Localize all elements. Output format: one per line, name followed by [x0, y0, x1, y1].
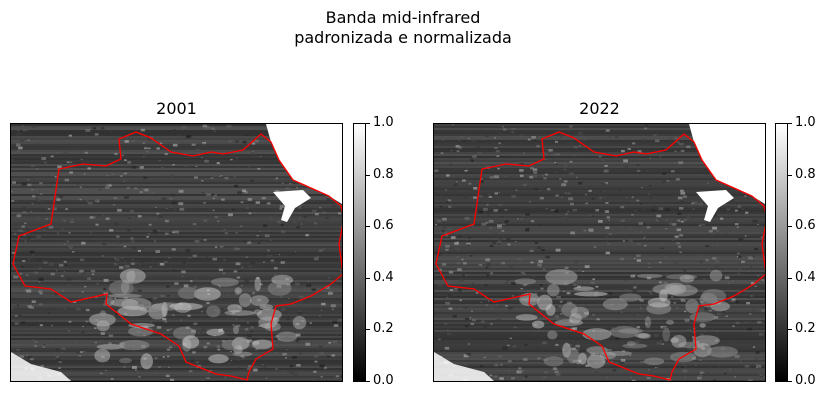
colorbar-tick-label: 0.8 — [795, 167, 816, 182]
colorbar-tick-label: 1.0 — [795, 115, 816, 130]
colorbar-tick — [788, 175, 792, 176]
colorbar-tick-label: 0.4 — [373, 270, 394, 285]
colorbar-tick-label: 0.6 — [795, 218, 816, 233]
colorbar-tick — [366, 175, 370, 176]
colorbar-tick — [366, 226, 370, 227]
colorbar-tick-label: 1.0 — [373, 115, 394, 130]
colorbar-tick-label: 0.6 — [373, 218, 394, 233]
colorbar-2022 — [775, 123, 788, 382]
colorbar-tick-label: 0.2 — [373, 321, 394, 336]
figure-title: Banda mid-infrared padronizada e normali… — [0, 8, 806, 48]
colorbar-tick — [788, 226, 792, 227]
figure-title-line1: Banda mid-infrared — [325, 8, 481, 27]
figure-title-line2: padronizada e normalizada — [294, 28, 512, 47]
colorbar-tick — [366, 278, 370, 279]
colorbar-2001 — [353, 123, 366, 382]
colorbar-tick-label: 0.0 — [795, 373, 816, 388]
colorbar-tick — [788, 278, 792, 279]
colorbar-tick — [788, 329, 792, 330]
colorbar-tick — [366, 381, 370, 382]
colorbar-tick-label: 0.0 — [373, 373, 394, 388]
satellite-map-2001 — [10, 123, 343, 382]
colorbar-tick — [366, 329, 370, 330]
panel-title-2022: 2022 — [579, 99, 620, 118]
colorbar-tick — [788, 381, 792, 382]
panel-title-2001: 2001 — [156, 99, 197, 118]
colorbar-tick-label: 0.2 — [795, 321, 816, 336]
satellite-map-2022 — [433, 123, 766, 382]
colorbar-tick-label: 0.8 — [373, 167, 394, 182]
colorbar-tick — [788, 123, 792, 124]
colorbar-tick-label: 0.4 — [795, 270, 816, 285]
colorbar-tick — [366, 123, 370, 124]
